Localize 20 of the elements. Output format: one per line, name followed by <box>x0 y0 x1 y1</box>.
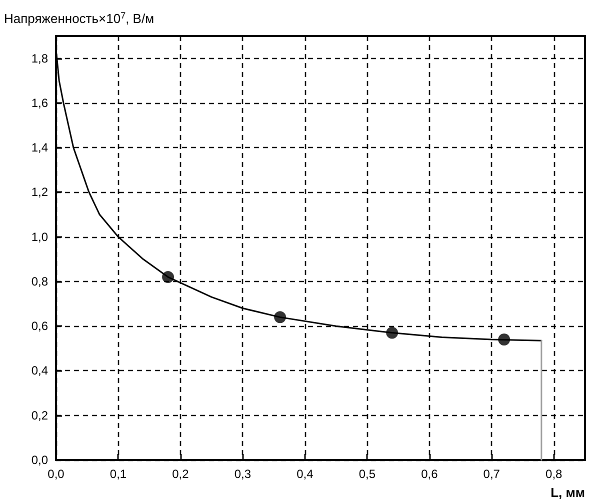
x-tick-label: 0,2 <box>172 467 190 481</box>
y-tick-label: 1,0 <box>31 230 48 244</box>
x-tick-label: 0,6 <box>421 467 438 481</box>
x-tick-label: 0,1 <box>110 467 127 481</box>
y-tick-label: 0,8 <box>31 274 48 288</box>
y-tick-label: 0,6 <box>31 319 48 334</box>
y-tick-label: 1,4 <box>31 140 48 155</box>
x-tick-label: 0,7 <box>483 467 500 481</box>
x-tick-label: 0,3 <box>234 467 252 481</box>
y-tick-label: 0,2 <box>31 408 48 422</box>
y-tick-label: 1,8 <box>31 51 48 66</box>
x-tick-label: 0,8 <box>546 467 563 481</box>
y-tick-label: 1,2 <box>31 185 48 200</box>
y-tick-label: 0,4 <box>31 364 48 378</box>
x-tick-label: 0,5 <box>358 467 376 481</box>
x-axis-title: L, мм <box>550 485 585 500</box>
y-tick-label: 1,6 <box>31 96 48 110</box>
x-tick-label: 0,4 <box>296 467 314 481</box>
y-tick-label: 0,0 <box>31 453 48 467</box>
x-tick-label: 0,0 <box>48 467 65 481</box>
